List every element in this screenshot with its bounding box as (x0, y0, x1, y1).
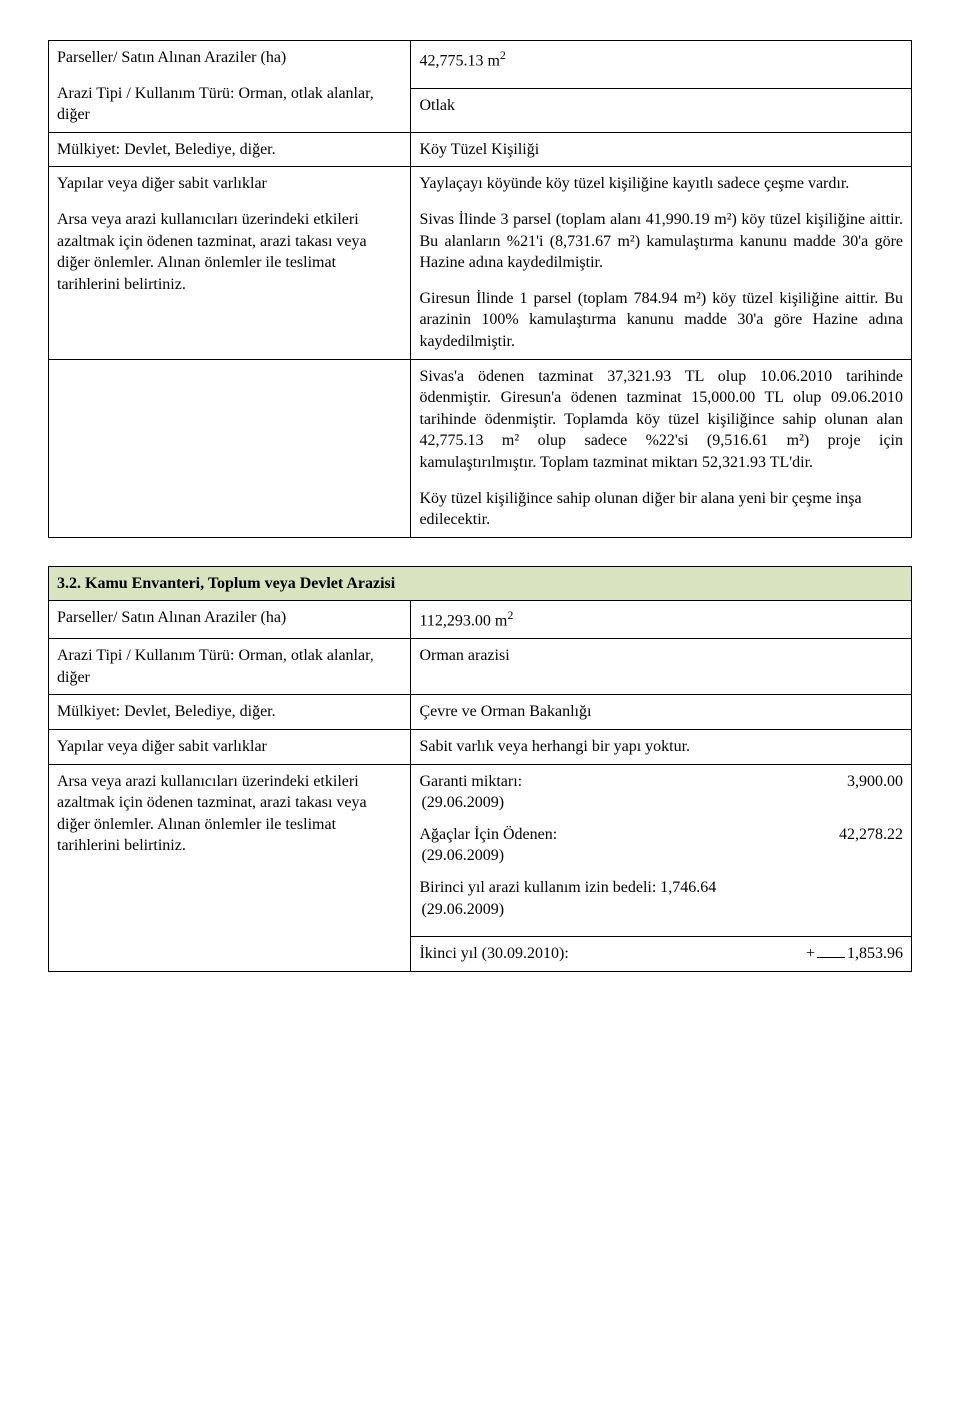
table-row: Arazi Tipi / Kullanım Türü: Orman, otlak… (49, 639, 912, 695)
fin-guarantee-label: Garanti miktarı: (419, 771, 839, 793)
fin-row-guarantee: Garanti miktarı: 3,900.00 (419, 771, 903, 793)
cell-parcels2-value-sup: 2 (507, 608, 513, 622)
fin-trees-label: Ağaçlar İçin Ödenen: (419, 824, 831, 846)
table-row: Parseller/ Satın Alınan Araziler (ha) 11… (49, 601, 912, 639)
fin-year1-line: Birinci yıl arazi kullanım izin bedeli: … (419, 877, 903, 899)
cell-parcels2-label: Parseller/ Satın Alınan Araziler (ha) (49, 601, 411, 639)
cell-mitigation-p2: Giresun İlinde 1 parsel (toplam 784.94 m… (419, 288, 903, 353)
fin-trees-amount: 42,278.22 (831, 824, 903, 846)
table-row: Parseller/ Satın Alınan Araziler (ha) Ar… (49, 41, 912, 89)
table-row: 3.2. Kamu Envanteri, Toplum veya Devlet … (49, 566, 912, 601)
cell-mitigation-p1: Sivas İlinde 3 parsel (toplam alanı 41,9… (419, 209, 903, 274)
cell-land-type2-value: Orman arazisi (411, 639, 912, 695)
table-row: Yapılar veya diğer sabit varlıklar Arsa … (49, 167, 912, 359)
cell-parcels-value-pre: 42,775.13 m (419, 52, 499, 69)
fin-guarantee-amount: 3,900.00 (839, 771, 903, 793)
table-row: Sivas'a ödenen tazminat 37,321.93 TL olu… (49, 359, 912, 537)
cell-parcels-value-sup: 2 (500, 48, 506, 62)
cell-ownership2-value: Çevre ve Orman Bakanlığı (411, 695, 912, 730)
cell-ownership-value: Köy Tüzel Kişiliği (411, 132, 912, 167)
cell-land-type-value: Otlak (411, 88, 912, 132)
fin-year2-plus: + (806, 945, 815, 962)
underline-icon (817, 957, 845, 958)
fin-row-year2: İkinci yıl (30.09.2010): +1,853.96 (419, 943, 903, 965)
cell-parcels-label: Parseller/ Satın Alınan Araziler (ha) (57, 47, 402, 69)
table-row: Arsa veya arazi kullanıcıları üzerindeki… (49, 764, 912, 937)
cell-land-type-label: Arazi Tipi / Kullanım Türü: Orman, otlak… (57, 83, 402, 126)
fin-row-trees: Ağaçlar İçin Ödenen: 42,278.22 (419, 824, 903, 846)
table-public-land: 3.2. Kamu Envanteri, Toplum veya Devlet … (48, 566, 912, 972)
fin-year2-label: İkinci yıl (30.09.2010): (419, 943, 798, 965)
cell-ownership-label: Mülkiyet: Devlet, Belediye, diğer. (49, 132, 411, 167)
cell-structures-value: Yaylaçayı köyünde köy tüzel kişiliğine k… (419, 173, 903, 195)
fin-year2-amount: 1,853.96 (847, 945, 903, 962)
cell-mitigation-label: Arsa veya arazi kullanıcıları üzerindeki… (57, 209, 402, 295)
fin-trees-note: (29.06.2009) (421, 845, 903, 867)
cell-extra-p2: Köy tüzel kişiliğince sahip olunan diğer… (419, 488, 903, 531)
cell-land-type2-label: Arazi Tipi / Kullanım Türü: Orman, otlak… (49, 639, 411, 695)
table-private-land: Parseller/ Satın Alınan Araziler (ha) Ar… (48, 40, 912, 538)
section-header-32: 3.2. Kamu Envanteri, Toplum veya Devlet … (49, 566, 912, 601)
cell-parcels2-value-pre: 112,293.00 m (419, 613, 507, 630)
cell-ownership2-label: Mülkiyet: Devlet, Belediye, diğer. (49, 695, 411, 730)
fin-guarantee-note: (29.06.2009) (421, 792, 903, 814)
cell-structures2-value: Sabit varlık veya herhangi bir yapı yokt… (411, 729, 912, 764)
cell-mitigation2-label: Arsa veya arazi kullanıcıları üzerindeki… (49, 764, 411, 971)
cell-extra-p1: Sivas'a ödenen tazminat 37,321.93 TL olu… (419, 366, 903, 474)
table-row: Mülkiyet: Devlet, Belediye, diğer. Çevre… (49, 695, 912, 730)
table-row: Mülkiyet: Devlet, Belediye, diğer. Köy T… (49, 132, 912, 167)
table-row: Yapılar veya diğer sabit varlıklar Sabit… (49, 729, 912, 764)
cell-structures2-label: Yapılar veya diğer sabit varlıklar (49, 729, 411, 764)
fin-year1-note: (29.06.2009) (421, 899, 903, 921)
cell-structures-label: Yapılar veya diğer sabit varlıklar (57, 173, 402, 195)
